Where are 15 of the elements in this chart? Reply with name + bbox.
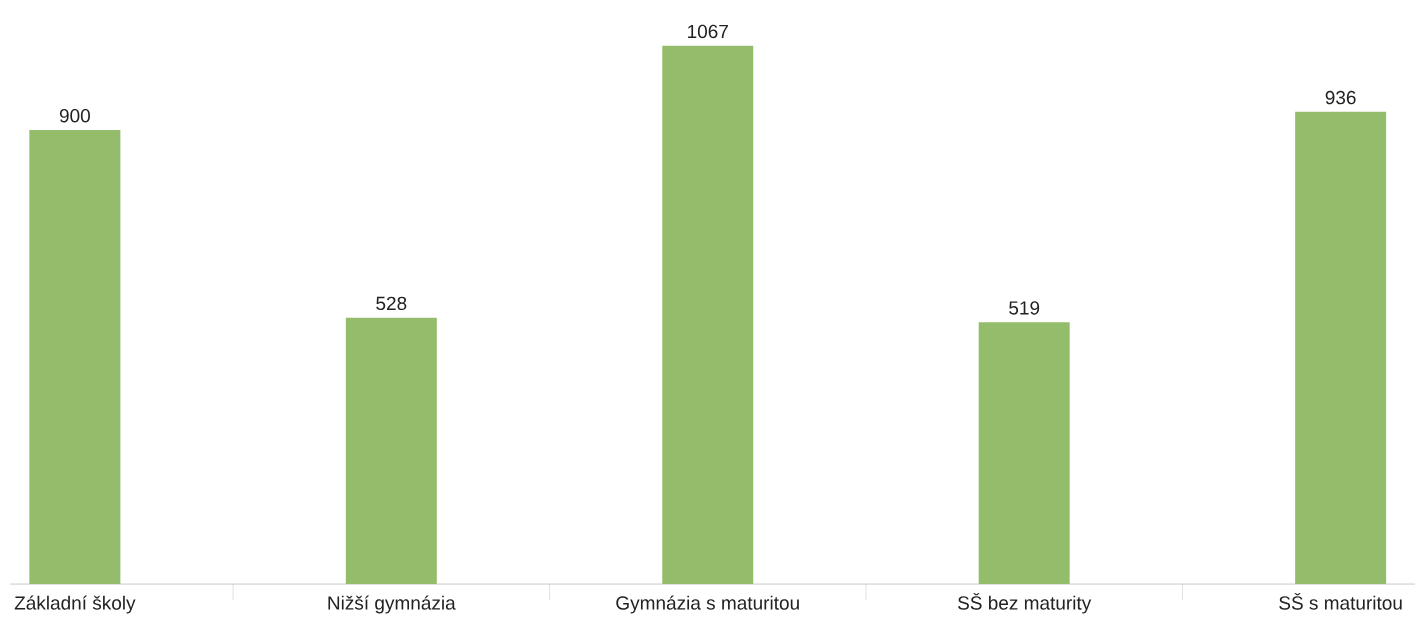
data-label: 519 (1009, 301, 1040, 315)
x-tick-label: Základní školy (14, 595, 136, 614)
data-label: 1067 (688, 24, 728, 39)
data-label: 528 (376, 296, 407, 311)
bar (978, 322, 1070, 584)
x-tick-label: SŠ bez maturity (958, 592, 1092, 614)
x-tick-label: Gymnázia s maturitou (616, 595, 799, 614)
bar (1295, 111, 1387, 584)
data-label: 936 (1325, 90, 1356, 105)
x-tick-label: Nižší gymnázia (328, 595, 456, 614)
x-tick-label: SŠ s maturitou (1279, 592, 1402, 610)
bar (29, 129, 121, 584)
bar (345, 317, 437, 584)
bar (662, 45, 754, 584)
data-label: 900 (59, 109, 90, 123)
